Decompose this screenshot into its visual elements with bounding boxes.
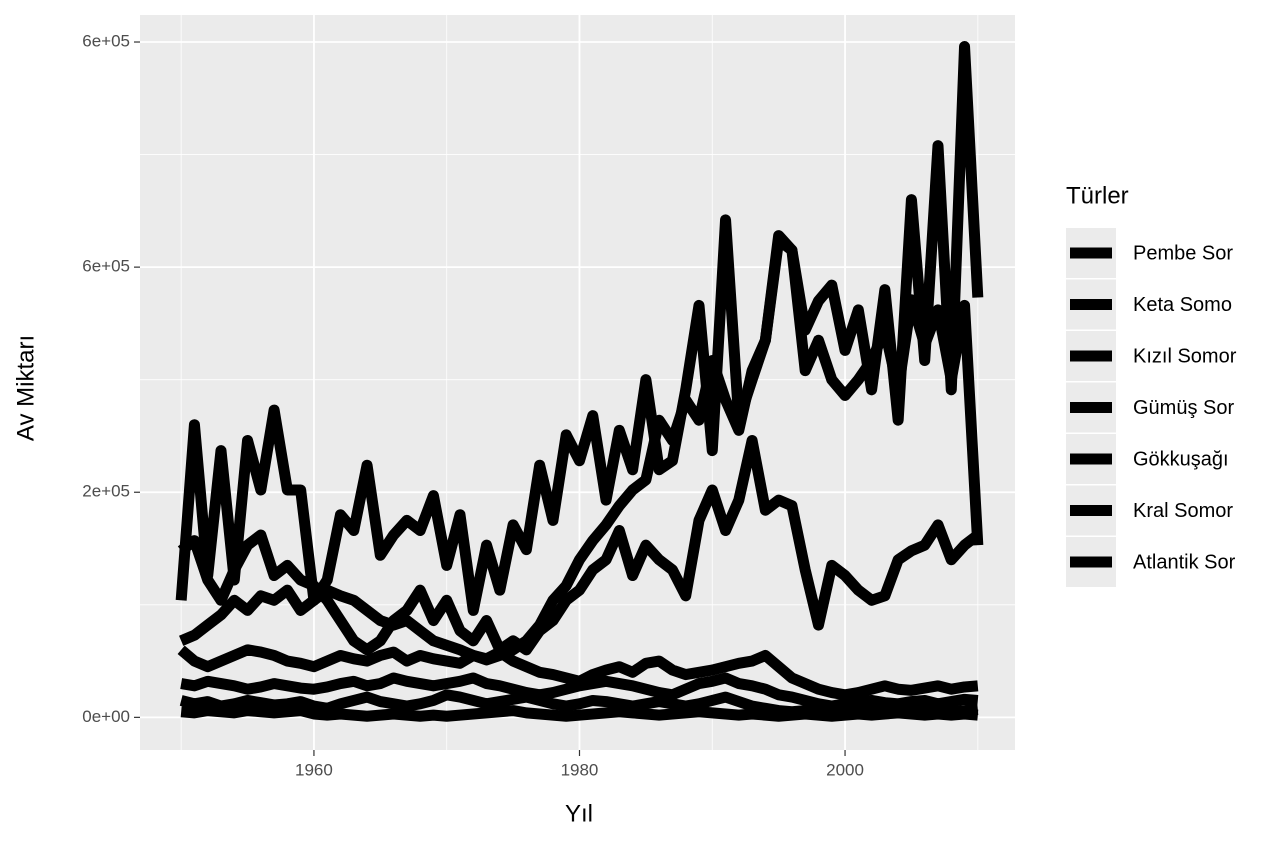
- y-tick-label: 6e+05: [82, 31, 130, 50]
- legend-label: Pembe Sor: [1133, 242, 1233, 264]
- y-axis-title: Av Miktarı: [12, 335, 39, 441]
- legend-label: Keta Somo: [1133, 294, 1232, 316]
- legend-label: Kızıl Somor: [1133, 345, 1237, 367]
- legend-label: Atlantik Sor: [1133, 551, 1236, 573]
- legend-label: Gümüş Sor: [1133, 397, 1234, 419]
- series-line: [180, 672, 979, 712]
- x-tick-label: 2000: [826, 760, 864, 779]
- legend-label: Kral Somor: [1133, 500, 1233, 522]
- y-tick-label: 6e+05: [82, 257, 130, 276]
- x-tick-label: 1980: [561, 760, 599, 779]
- y-tick-label: 0e+00: [82, 707, 130, 726]
- legend-label: Gökkuşağı: [1133, 448, 1229, 470]
- x-axis-title: Yıl: [565, 800, 593, 827]
- grid: [140, 15, 1015, 750]
- panel: [140, 15, 1015, 750]
- legend-title: Türler: [1066, 182, 1129, 209]
- series-line: [179, 234, 984, 666]
- series-line: [177, 434, 982, 656]
- series-line: [179, 689, 979, 718]
- y-tick-label: 2e+05: [82, 482, 130, 501]
- x-tick-label: 1960: [295, 760, 333, 779]
